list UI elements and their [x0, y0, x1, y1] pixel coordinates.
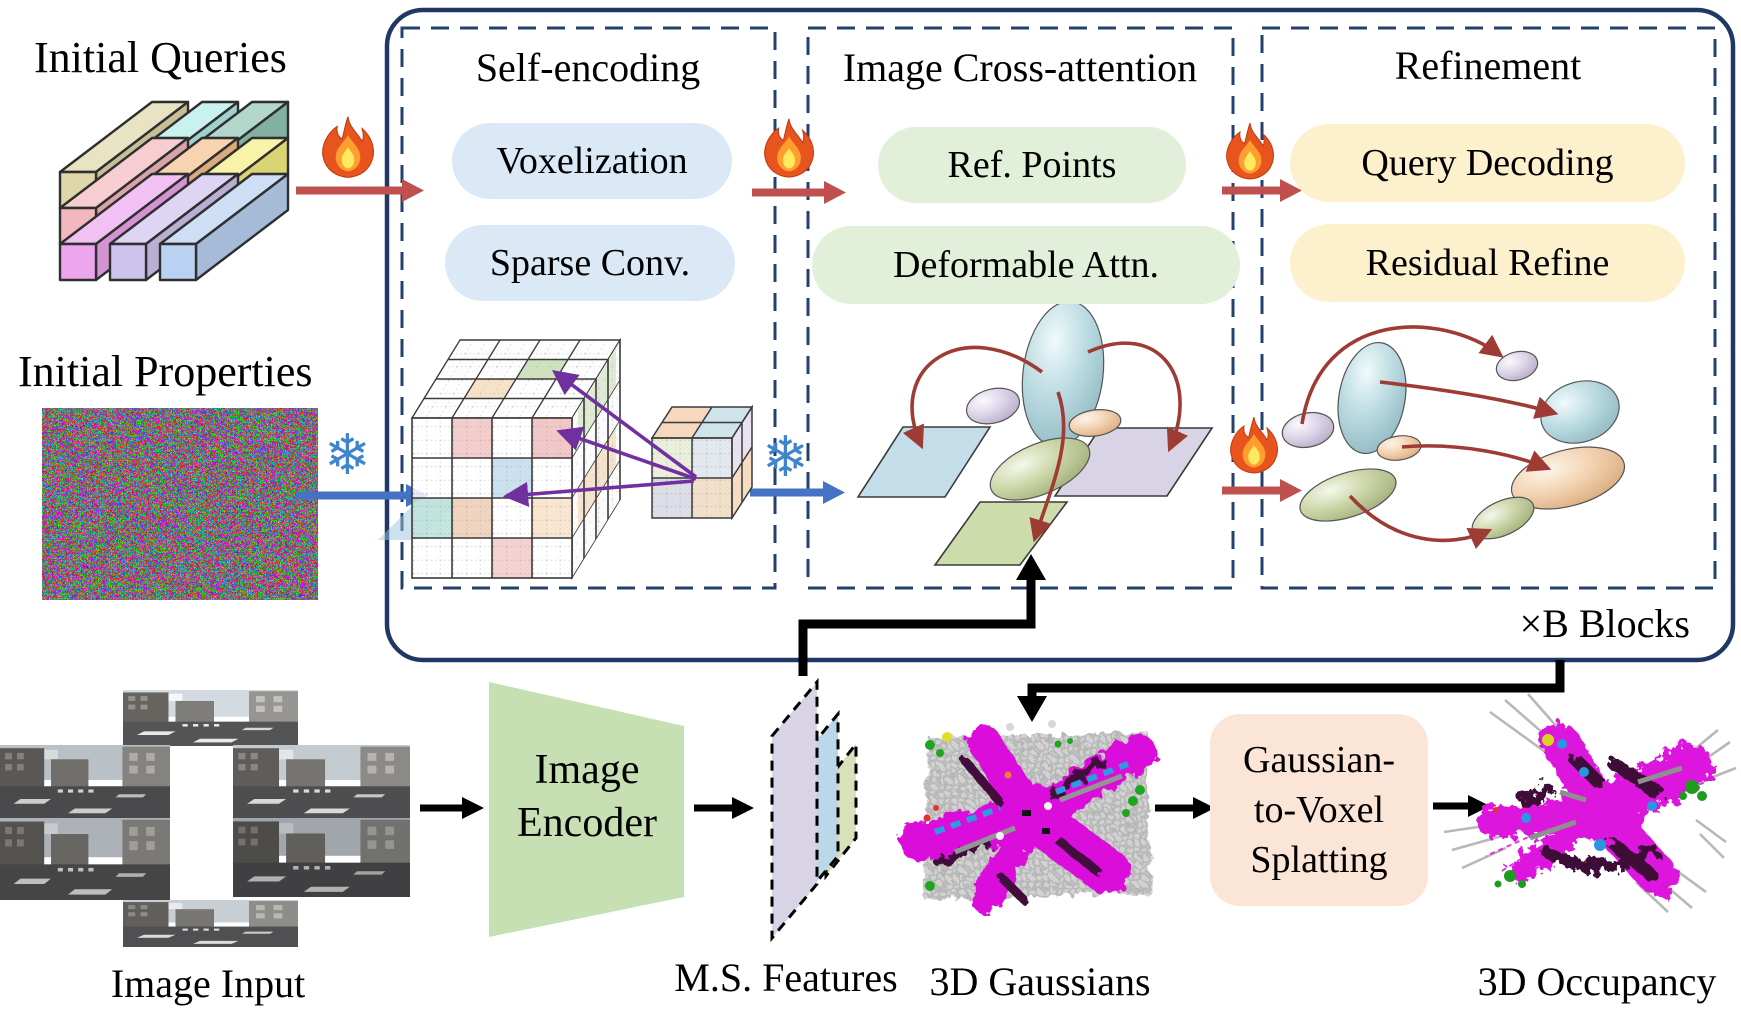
- stage-title-cross-attention: Image Cross-attention: [842, 45, 1198, 90]
- occupancy-label: 3D Occupancy: [1477, 959, 1717, 1004]
- camera-image: [123, 900, 298, 947]
- snowflake-icon: ❄: [762, 425, 809, 490]
- flow-arrow-black: [420, 795, 1490, 819]
- camera-image: [233, 818, 410, 897]
- gaussian-to-voxel-splatting-box: Gaussian- to-Voxel Splatting: [1210, 714, 1428, 906]
- refine-arrows: [1300, 325, 1559, 550]
- initial-properties-noise: [42, 408, 318, 600]
- fire-icon: [1230, 416, 1278, 474]
- sparse-voxel-cube: [650, 404, 754, 521]
- flow-arrow-red: [296, 179, 1302, 502]
- ms-features-label: M.S. Features: [674, 955, 898, 1000]
- blocks-multiplier-label: ×B Blocks: [1519, 601, 1690, 646]
- pill-residual-refine: Residual Refine: [1290, 224, 1685, 302]
- fire-icon: [322, 116, 374, 178]
- refinement-figure: [1281, 325, 1626, 550]
- camera-collage: [0, 690, 410, 947]
- pill-voxelization: Voxelization: [452, 123, 732, 199]
- initial-queries-figure: [58, 100, 290, 282]
- snowflake-icon: ❄: [324, 423, 371, 488]
- feature-plane-blue: [856, 426, 992, 498]
- feedback-connectors: [798, 554, 1565, 722]
- gaussians-pointcloud: [900, 720, 1156, 913]
- attention-arrows: [902, 341, 1188, 543]
- stage-box-self-encoding: [400, 26, 777, 590]
- voxel-grid-figure: [378, 337, 754, 581]
- image-encoder-shape: [489, 682, 684, 937]
- image-encoder-line: Encoder: [517, 799, 657, 846]
- initial-queries-label: Initial Queries: [34, 33, 287, 82]
- splatting-line: Splatting: [1250, 839, 1388, 882]
- stage-box-cross-attention: [806, 26, 1235, 590]
- ms-features-figure: [770, 677, 858, 943]
- image-encoder-line: Image: [534, 747, 640, 793]
- camera-image: [233, 745, 410, 818]
- pill-deformable-attn: Deformable Attn.: [812, 226, 1240, 304]
- camera-image: [0, 818, 170, 900]
- initial-properties-label: Initial Properties: [18, 347, 313, 396]
- feature-plane-green: [933, 501, 1069, 566]
- fire-icon: [764, 118, 814, 178]
- image-encoder-label: Image Encoder: [489, 744, 685, 849]
- occupancy-render: [1443, 693, 1737, 913]
- cross-attention-figure: [856, 300, 1214, 566]
- stage-title-self-encoding: Self-encoding: [475, 45, 701, 90]
- stage-box-refinement: [1260, 26, 1717, 590]
- gaussians-label: 3D Gaussians: [929, 959, 1151, 1004]
- pill-query-decoding: Query Decoding: [1290, 124, 1685, 202]
- image-input-label: Image Input: [110, 961, 306, 1006]
- splatting-line: Gaussian-: [1243, 738, 1395, 781]
- pill-ref-points: Ref. Points: [878, 127, 1186, 203]
- splatting-line: to-Voxel: [1253, 788, 1385, 831]
- camera-image: [123, 690, 298, 746]
- camera-image: [0, 745, 170, 818]
- pipeline-container-border: [384, 7, 1736, 663]
- pill-sparse-conv: Sparse Conv.: [445, 225, 735, 301]
- stage-title-refinement: Refinement: [1394, 43, 1582, 88]
- sparse-conv-arrows: [502, 369, 698, 507]
